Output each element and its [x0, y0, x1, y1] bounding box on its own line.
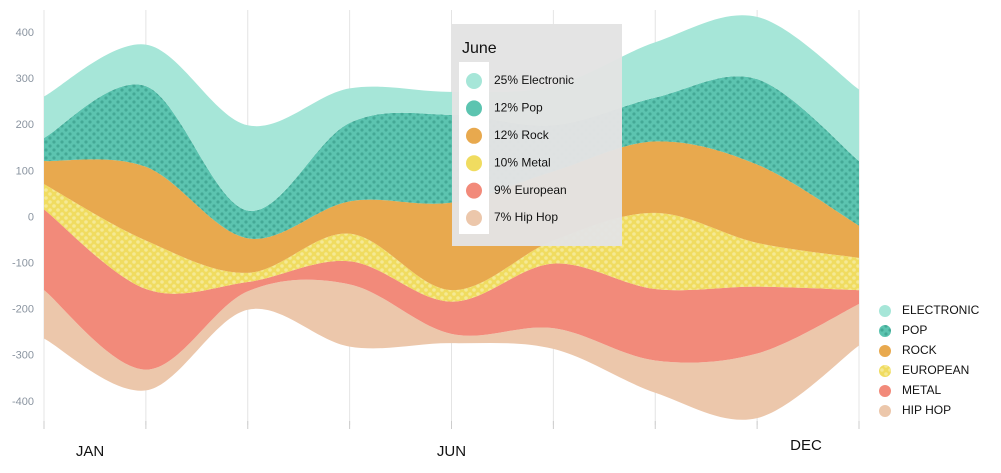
legend-label: POP [902, 323, 927, 337]
stream-pattern [44, 76, 859, 239]
y-tick-label: -100 [12, 258, 34, 270]
tooltip-item: 25% Electronic [494, 73, 574, 87]
legend-swatch [879, 305, 891, 317]
y-tick-label: 200 [16, 119, 34, 131]
tooltip-item: 12% Pop [494, 101, 543, 115]
tooltip-swatch [466, 100, 482, 117]
tooltip-swatch [466, 182, 482, 199]
tooltip-swatch [466, 155, 482, 172]
x-tick-label: DEC [790, 437, 822, 454]
stream-area [44, 141, 859, 291]
legend-label: HIP HOP [902, 403, 951, 417]
legend-label: EUROPEAN [902, 363, 969, 377]
x-tick-label: JAN [76, 443, 104, 460]
y-tick-label: -300 [12, 350, 34, 362]
tooltip-swatch [466, 127, 482, 144]
stream-area [44, 209, 859, 370]
tooltip-item: 10% Metal [494, 155, 551, 169]
legend-swatch [879, 385, 891, 397]
y-tick-label: 400 [16, 27, 34, 39]
legend-swatch-pattern [879, 325, 891, 337]
legend-swatch [879, 405, 891, 417]
y-tick-label: 300 [16, 73, 34, 85]
tooltip-swatch-bg [459, 62, 489, 234]
legend-label: ROCK [902, 343, 937, 357]
x-tick-label: JUN [437, 443, 466, 460]
y-tick-label: -200 [12, 304, 34, 316]
tooltip-item: 12% Rock [494, 128, 550, 142]
legend-swatch-pattern [879, 365, 891, 377]
tooltip-swatch [466, 73, 482, 89]
tooltip-swatch [466, 210, 482, 226]
tooltip-title: June [462, 40, 497, 57]
stream-pattern [44, 184, 859, 302]
y-tick-label: 0 [28, 211, 34, 223]
stream-area [44, 15, 859, 211]
tooltip-item: 7% Hip Hop [494, 210, 558, 224]
legend-label: METAL [902, 383, 941, 397]
y-tick-label: 100 [16, 165, 34, 177]
stream-area [44, 279, 859, 420]
tooltip-item: 9% European [494, 183, 567, 197]
legend-swatch [879, 345, 891, 357]
legend-label: ELECTRONIC [902, 303, 980, 317]
y-tick-label: -400 [12, 396, 34, 408]
